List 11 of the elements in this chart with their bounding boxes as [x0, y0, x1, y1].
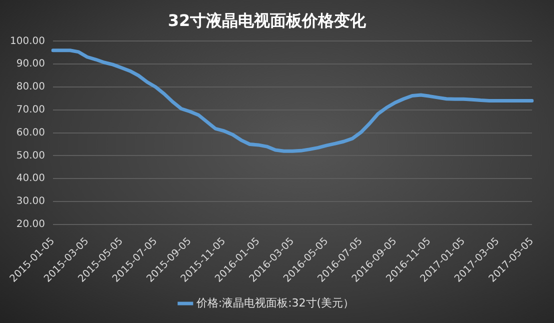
y-tick-label: 60.00	[16, 127, 45, 138]
chart-title: 32寸液晶电视面板价格变化	[168, 10, 368, 30]
y-tick-label: 80.00	[16, 82, 45, 93]
y-tick-label: 70.00	[16, 104, 45, 116]
y-tick-label: 30.00	[16, 196, 45, 208]
legend-label: 价格:液晶电视面板:32寸(美元）	[195, 296, 354, 310]
y-tick-label: 40.00	[16, 173, 45, 184]
y-tick-label: 50.00	[16, 150, 45, 162]
y-tick-label: 100.00	[10, 36, 45, 47]
y-tick-label: 90.00	[16, 58, 45, 70]
y-tick-label: 20.00	[16, 219, 45, 230]
